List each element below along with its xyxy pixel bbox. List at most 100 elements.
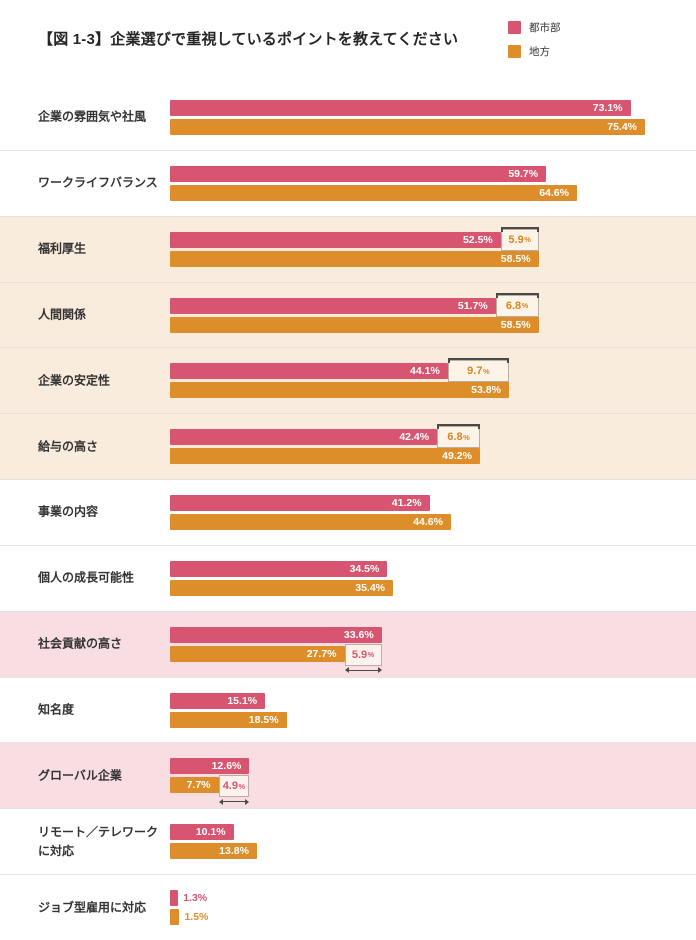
category-label: 個人の成長可能性 xyxy=(38,570,135,585)
regional-bar: 7.7% xyxy=(170,777,219,794)
diff-bracket-icon xyxy=(500,226,539,232)
regional-bar: 1.5% xyxy=(170,909,208,926)
diff-box: 6.8% xyxy=(437,426,480,449)
category-label: 人間関係 xyxy=(38,307,87,322)
regional-bar-value: 58.5% xyxy=(500,252,531,265)
urban-bar-value: 41.2% xyxy=(391,497,422,510)
chart-row: 福利厚生 52.5% 58.5% 5.9% xyxy=(0,215,696,282)
diff-value: 9.7 xyxy=(467,365,483,378)
urban-bar-value: 51.7% xyxy=(457,299,488,312)
regional-bar-value: 13.8% xyxy=(219,845,249,858)
diff-box: 4.9% xyxy=(218,775,250,798)
urban-bar-value: 59.7% xyxy=(508,167,539,180)
bar-group: 33.6% 27.7% 5.9% xyxy=(170,612,688,677)
regional-bar: 75.4% xyxy=(170,119,646,135)
bar-group: 15.1% 18.5% xyxy=(170,678,688,743)
urban-bar-value: 42.4% xyxy=(399,431,430,444)
urban-bar-value: 52.5% xyxy=(462,233,493,246)
regional-bar-value: 53.8% xyxy=(471,384,501,397)
regional-bar-value: 35.4% xyxy=(355,581,386,594)
bar-group: 52.5% 58.5% 5.9% xyxy=(170,217,688,282)
urban-bar: 33.6% xyxy=(170,626,382,643)
diff-percent-sign: % xyxy=(463,432,470,442)
chart-row: 個人の成長可能性 34.5% 35.4% xyxy=(0,544,696,611)
regional-bar: 58.5% xyxy=(170,316,539,333)
urban-bar-value: 34.5% xyxy=(349,562,380,575)
category-label: 社会貢献の高さ xyxy=(38,636,123,651)
category-label: ワークライフバランス xyxy=(38,175,158,190)
urban-bar-value: 73.1% xyxy=(592,102,623,114)
bar-group: 12.6% 7.7% 4.9% xyxy=(170,743,688,808)
category-label: グローバル企業 xyxy=(38,768,122,783)
category-label: ジョブ型雇用に対応 xyxy=(38,899,147,914)
chart-rows: 企業の雰囲気や社風 73.1% 75.4% ワークライフバランス 59.7% 64.6% 福… xyxy=(0,85,696,940)
bar-group: 41.2% 44.6% xyxy=(170,480,688,545)
chart-row: グローバル企業 12.6% 7.7% 4.9% xyxy=(0,742,696,809)
category-label: 企業の安定性 xyxy=(38,373,111,388)
urban-bar: 73.1% xyxy=(170,100,631,116)
regional-bar: 27.7% xyxy=(170,645,345,662)
regional-bar-value: 75.4% xyxy=(607,121,638,133)
diff-value: 4.9 xyxy=(222,780,238,793)
diff-arrow-icon xyxy=(218,798,250,805)
category-label: 福利厚生 xyxy=(38,241,87,256)
regional-bar-value: 49.2% xyxy=(442,450,472,463)
urban-bar: 10.1% xyxy=(170,824,234,841)
regional-bar: 35.4% xyxy=(170,579,394,596)
urban-bar: 52.5% xyxy=(170,231,501,248)
chart-title: 【図 1-3】企業選びで重視しているポイントを教えてください xyxy=(38,31,459,48)
diff-box: 9.7% xyxy=(447,360,509,383)
urban-bar: 15.1% xyxy=(170,692,266,709)
diff-value: 5.9 xyxy=(508,233,524,246)
urban-bar: 12.6% xyxy=(170,758,250,775)
chart-row: 事業の内容 41.2% 44.6% xyxy=(0,479,696,545)
regional-bar-value: 44.6% xyxy=(413,516,443,529)
urban-bar: 59.7% xyxy=(170,165,547,182)
chart-header: 【図 1-3】企業選びで重視しているポイントを教えてください 都市部 地方 xyxy=(0,0,696,85)
diff-bracket-icon xyxy=(437,424,480,430)
diff-bracket-icon xyxy=(495,292,539,298)
regional-bar: 44.6% xyxy=(170,514,451,531)
arrow-right-icon xyxy=(245,798,250,805)
diff-arrow-icon xyxy=(344,667,382,674)
diff-percent-sign: % xyxy=(238,781,246,791)
legend-label-urban: 都市部 xyxy=(529,22,561,34)
arrow-right-icon xyxy=(377,667,382,674)
urban-bar: 41.2% xyxy=(170,495,430,512)
diff-value: 6.8 xyxy=(447,431,463,444)
regional-bar: 49.2% xyxy=(170,448,480,465)
urban-bar: 42.4% xyxy=(170,429,438,446)
bar-group: 1.3% 1.5% xyxy=(170,875,688,940)
chart-row: リモート／テレワーク に対応 10.1% 13.8% xyxy=(0,808,696,874)
chart-row: ジョブ型雇用に対応 1.3% 1.5% xyxy=(0,874,696,940)
urban-bar: 51.7% xyxy=(170,297,496,314)
regional-bar: 13.8% xyxy=(170,843,257,860)
legend-item-regional: 地方 xyxy=(508,44,561,59)
diff-percent-sign: % xyxy=(482,366,490,376)
chart-legend: 都市部 地方 xyxy=(508,20,561,59)
urban-bar-value: 1.3% xyxy=(183,892,208,905)
diff-percent-sign: % xyxy=(521,301,529,311)
diff-value: 5.9 xyxy=(351,648,368,661)
bar-group: 44.1% 53.8% 9.7% xyxy=(170,348,688,413)
urban-bar-value: 15.1% xyxy=(227,694,258,707)
regional-bar: 64.6% xyxy=(170,184,577,201)
legend-item-urban: 都市部 xyxy=(508,20,561,35)
bar-group: 59.7% 64.6% xyxy=(170,151,688,216)
legend-label-regional: 地方 xyxy=(529,46,550,58)
regional-bar-value: 1.5% xyxy=(184,911,209,924)
diff-box: 5.9% xyxy=(344,643,382,666)
regional-bar-value: 27.7% xyxy=(306,647,337,660)
regional-color-swatch xyxy=(508,45,521,58)
urban-bar-value: 12.6% xyxy=(211,760,242,773)
regional-bar: 18.5% xyxy=(170,711,287,728)
arrow-line xyxy=(348,669,378,671)
urban-bar: 44.1% xyxy=(170,363,448,380)
bar-group: 34.5% 35.4% xyxy=(170,546,688,611)
urban-color-swatch xyxy=(508,21,521,34)
urban-bar: 34.5% xyxy=(170,560,388,577)
category-label: 事業の内容 xyxy=(38,504,99,519)
urban-bar: 1.3% xyxy=(170,890,207,907)
bar-group: 42.4% 49.2% 6.8% xyxy=(170,414,688,479)
